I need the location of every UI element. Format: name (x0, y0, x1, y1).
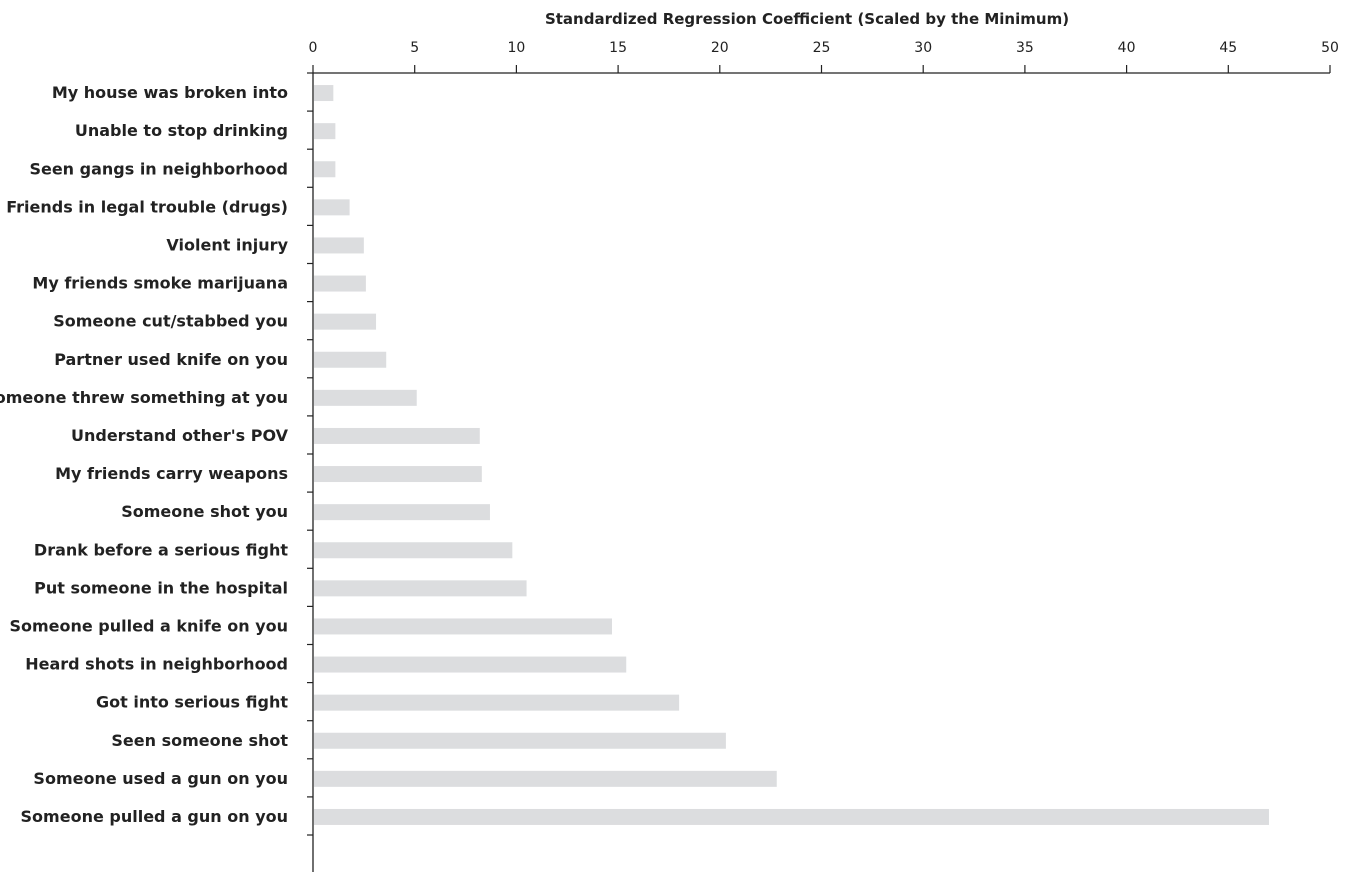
x-tick-label: 20 (711, 40, 729, 56)
x-tick-label: 25 (813, 40, 831, 56)
bars (314, 85, 1269, 825)
x-tick-label: 50 (1321, 40, 1339, 56)
bar (314, 351, 387, 368)
x-tick-label: 15 (609, 40, 627, 56)
category-labels: My house was broken into Unable to stop d… (0, 83, 289, 826)
x-tick-label: 30 (914, 40, 932, 56)
x-tick-label: 40 (1118, 40, 1136, 56)
category-label: Unable to stop drinking (75, 121, 288, 140)
bar (314, 542, 513, 559)
bar (314, 656, 627, 673)
category-label: Friends in legal trouble (drugs) (6, 197, 288, 216)
bar (314, 694, 680, 711)
x-tick-label: 10 (507, 40, 525, 56)
bar (314, 199, 350, 216)
category-label: Violent injury (166, 235, 288, 254)
bar (314, 580, 527, 597)
bar (314, 427, 480, 444)
category-label: Someone pulled a knife on you (9, 616, 288, 635)
category-label: Someone pulled a gun on you (21, 807, 288, 826)
x-tick-label: 35 (1016, 40, 1034, 56)
category-label: Partner used knife on you (54, 350, 288, 369)
category-label: Someone cut/stabbed you (53, 312, 288, 331)
category-label: Someone used a gun on you (33, 769, 288, 788)
category-label: Got into serious fight (96, 693, 288, 712)
x-axis-title: Standardized Regression Coefficient (Sca… (545, 10, 1069, 28)
bar (314, 808, 1269, 825)
category-label: Drank before a serious fight (34, 540, 288, 559)
bar (314, 770, 777, 787)
bar (314, 466, 482, 483)
bar (314, 161, 336, 178)
bar (314, 85, 334, 102)
x-tick-label: 45 (1219, 40, 1237, 56)
category-label: Heard shots in neighborhood (25, 655, 288, 674)
category-label: My house was broken into (52, 83, 288, 102)
bar (314, 504, 490, 521)
bar (314, 275, 366, 292)
x-tick-label: 0 (309, 40, 318, 56)
category-label: Seen gangs in neighborhood (29, 159, 288, 178)
category-label: My friends smoke marijuana (32, 274, 288, 293)
bar (314, 732, 726, 749)
category-label: My friends carry weapons (55, 464, 288, 483)
category-label: Understand other's POV (71, 426, 289, 445)
category-label: Someone shot you (121, 502, 288, 521)
y-axis (307, 72, 314, 872)
x-tick-label: 5 (410, 40, 419, 56)
bar (314, 123, 336, 140)
category-label: Put someone in the hospital (34, 578, 288, 597)
category-label: Someone threw something at you (0, 388, 288, 407)
bar (314, 389, 417, 406)
bar (314, 237, 364, 254)
bar (314, 618, 612, 635)
category-label: Seen someone shot (111, 731, 288, 750)
bar (314, 313, 377, 330)
x-axis: 0 5 10 15 20 25 30 35 40 45 50 (309, 40, 1339, 74)
